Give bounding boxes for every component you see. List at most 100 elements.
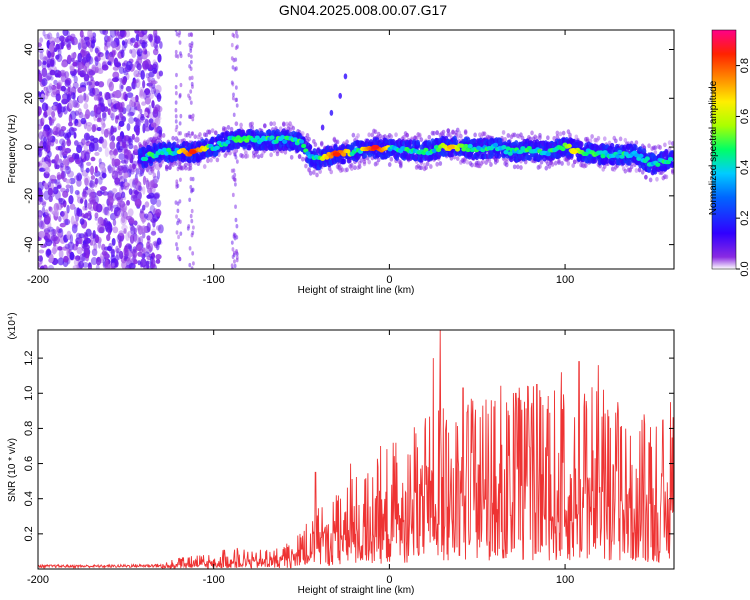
heatmap-noise-cell xyxy=(77,52,83,63)
heatmap-noise-cell xyxy=(233,182,237,187)
heatmap-noise-cell xyxy=(188,262,192,268)
heatmap-noise-cell xyxy=(157,53,162,63)
heatmap-noise-cell xyxy=(55,43,60,50)
heatmap-noise-cell xyxy=(53,202,59,212)
heatmap-noise-cell xyxy=(127,249,133,258)
heatmap-noise-cell xyxy=(634,140,639,146)
heatmap-noise-cell xyxy=(107,195,114,206)
heatmap-noise-cell xyxy=(110,40,118,49)
heatmap-noise-cell xyxy=(177,234,180,240)
heatmap-noise-cell xyxy=(207,130,212,135)
heatmap-noise-cell xyxy=(77,141,84,149)
heatmap-noise-cell xyxy=(202,164,207,169)
heatmap-noise-cell xyxy=(44,33,51,40)
figure-title: GN04.2025.008.00.07.G17 xyxy=(279,2,447,18)
heatmap-noise-cell xyxy=(47,181,52,188)
heatmap-noise-cell xyxy=(69,177,76,185)
heatmap-noise-cell xyxy=(44,209,49,215)
heatmap-noise-cell xyxy=(235,30,238,35)
heatmap-noise-cell xyxy=(185,132,190,138)
heatmap-noise-cell xyxy=(229,126,234,132)
heatmap-noise-cell xyxy=(179,82,183,88)
heatmap-noise-cell xyxy=(42,60,47,66)
heatmap-noise-cell xyxy=(68,121,73,127)
heatmap-noise-cell xyxy=(70,92,76,100)
heatmap-noise-cell xyxy=(115,38,120,46)
heatmap-noise-cell xyxy=(111,238,116,246)
heatmap-noise-cell xyxy=(102,30,109,36)
heatmap-noise-cell xyxy=(76,178,82,187)
heatmap-noise-cell xyxy=(189,59,193,65)
heatmap-noise-cell xyxy=(178,92,182,98)
heatmap-noise-cell xyxy=(116,102,123,111)
heatmap-noise-cell xyxy=(144,126,151,132)
y-tick-label: 0.8 xyxy=(23,421,35,436)
heatmap-noise-cell xyxy=(85,186,89,191)
heatmap-noise-cell xyxy=(149,137,153,142)
x-tick-label: 100 xyxy=(556,574,574,586)
heatmap-noise-cell xyxy=(269,152,273,158)
heatmap-noise-cell xyxy=(38,249,45,254)
heatmap-noise-cell xyxy=(168,165,172,170)
heatmap-noise-cell xyxy=(174,119,178,124)
heatmap-noise-cell xyxy=(151,67,158,74)
heatmap-noise-cell xyxy=(177,254,180,260)
heatmap-noise-cell xyxy=(235,250,239,255)
heatmap-noise-cell xyxy=(48,36,56,44)
heatmap-noise-cell xyxy=(367,132,371,138)
heatmap-noise-cell xyxy=(188,133,192,139)
heatmap-cell xyxy=(408,139,413,146)
heatmap-noise-cell xyxy=(59,162,64,168)
heatmap-noise-cell xyxy=(72,264,80,269)
heatmap-noise-cell xyxy=(69,110,77,120)
heatmap-noise-cell xyxy=(69,37,75,42)
heatmap-noise-cell xyxy=(93,95,98,101)
colorbar: 0.00.20.40.60.8 Normalized spectral ampl… xyxy=(708,29,750,277)
heatmap-noise-cell xyxy=(126,92,134,99)
heatmap-cell xyxy=(210,136,215,143)
heatmap-noise-cell xyxy=(65,39,71,48)
heatmap-noise-cell xyxy=(120,85,124,90)
heatmap-noise-cell xyxy=(92,141,99,152)
colorbar-gradient xyxy=(711,29,737,270)
heatmap-noise-cell xyxy=(178,121,182,126)
heatmap-noise-cell xyxy=(108,81,114,92)
heatmap-noise-cell xyxy=(189,213,193,219)
heatmap-noise-cell xyxy=(123,135,131,142)
heatmap-noise-cell xyxy=(89,199,97,205)
heatmap-noise-cell xyxy=(38,106,42,116)
heatmap-noise-cell xyxy=(116,247,121,254)
heatmap-noise-cell xyxy=(134,180,142,191)
heatmap-noise-cell xyxy=(634,168,639,173)
heatmap-noise-cell xyxy=(84,151,90,161)
heatmap-noise-cell xyxy=(97,52,104,58)
heatmap-noise-cell xyxy=(305,133,310,138)
heatmap-cell xyxy=(505,146,511,151)
heatmap-noise-cell xyxy=(132,248,138,258)
heatmap-noise-cell xyxy=(69,203,76,210)
heatmap-noise-cell xyxy=(43,182,49,188)
heatmap-noise-cell xyxy=(93,242,98,251)
heatmap-noise-cell xyxy=(435,130,439,136)
colorbar-tick-label: 0.2 xyxy=(739,211,750,226)
heatmap-noise-cell xyxy=(189,48,193,54)
heatmap-noise-cell xyxy=(91,248,98,257)
heatmap-noise-cell xyxy=(91,124,97,133)
heatmap-noise-cell xyxy=(112,226,119,234)
heatmap-noise-cell xyxy=(95,203,103,213)
heatmap-noise-cell xyxy=(174,100,178,105)
heatmap-noise-cell xyxy=(129,37,134,46)
heatmap-noise-cell xyxy=(143,111,148,117)
heatmap-noise-cell xyxy=(495,158,500,164)
heatmap-noise-cell xyxy=(435,161,439,167)
heatmap-noise-cell xyxy=(55,54,60,60)
heatmap-noise-cell xyxy=(104,261,111,269)
heatmap-noise-cell xyxy=(66,30,70,37)
heatmap-noise-cell xyxy=(57,257,65,266)
heatmap-noise-cell xyxy=(269,121,273,127)
heatmap-noise-cell xyxy=(233,263,237,269)
heatmap-noise-cell xyxy=(137,251,143,257)
heatmap-noise-cell xyxy=(112,192,117,201)
heatmap-noise-cell xyxy=(80,38,84,49)
heatmap-noise-cell xyxy=(272,121,277,127)
